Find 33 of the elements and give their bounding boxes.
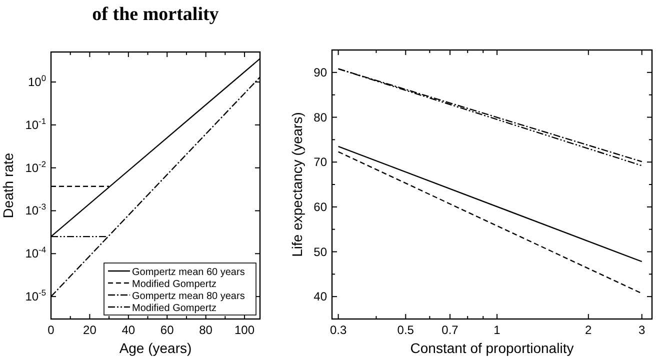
x-tick-label: 3 [638, 323, 646, 337]
x-tick-label: 0.7 [442, 323, 459, 337]
chart-title: of the mortality [92, 4, 220, 25]
y-tick-label: 10$^{-4}$ [25, 244, 46, 261]
y-axis-title: Life expectancy (years) [289, 112, 305, 257]
x-axis-title: Age (years) [119, 340, 192, 356]
legend-label: Gompertz mean 60 years [132, 267, 245, 278]
x-tick-label: 100 [234, 323, 255, 337]
x-tick-label: 0 [48, 323, 55, 337]
x-axis-title: Constant of proportionality [410, 340, 574, 356]
x-tick-label: 80 [199, 323, 213, 337]
legend-label: Modified Gompertz [132, 279, 216, 290]
y-tick-label: 80 [314, 110, 328, 124]
x-tick-label: 0.3 [330, 323, 347, 337]
y-tick-label: 10$^{-1}$ [25, 116, 46, 132]
y-axis-title: Death rate [0, 152, 16, 218]
x-tick-label: 0.5 [397, 323, 414, 337]
x-tick-label: 40 [122, 323, 136, 337]
y-tick-label: 10$^{-5}$ [25, 288, 46, 304]
y-tick-label: 50 [314, 244, 328, 259]
y-tick-label: 70 [314, 155, 328, 170]
x-tick-label: 60 [160, 323, 174, 337]
legend-label: Gompertz mean 80 years [132, 291, 245, 302]
y-tick-label: 10$^{-2}$ [25, 158, 46, 175]
y-tick-label: 60 [314, 200, 328, 214]
legend-label: Modified Gompertz [132, 303, 216, 314]
y-tick-label: 10$^{0}$ [28, 72, 46, 89]
y-tick-label: 10$^{-3}$ [25, 202, 46, 218]
y-tick-label: 90 [314, 65, 328, 80]
x-tick-label: 20 [83, 323, 97, 337]
y-tick-label: 40 [314, 290, 328, 304]
x-tick-label: 2 [585, 323, 592, 337]
x-tick-label: 1 [494, 323, 501, 337]
